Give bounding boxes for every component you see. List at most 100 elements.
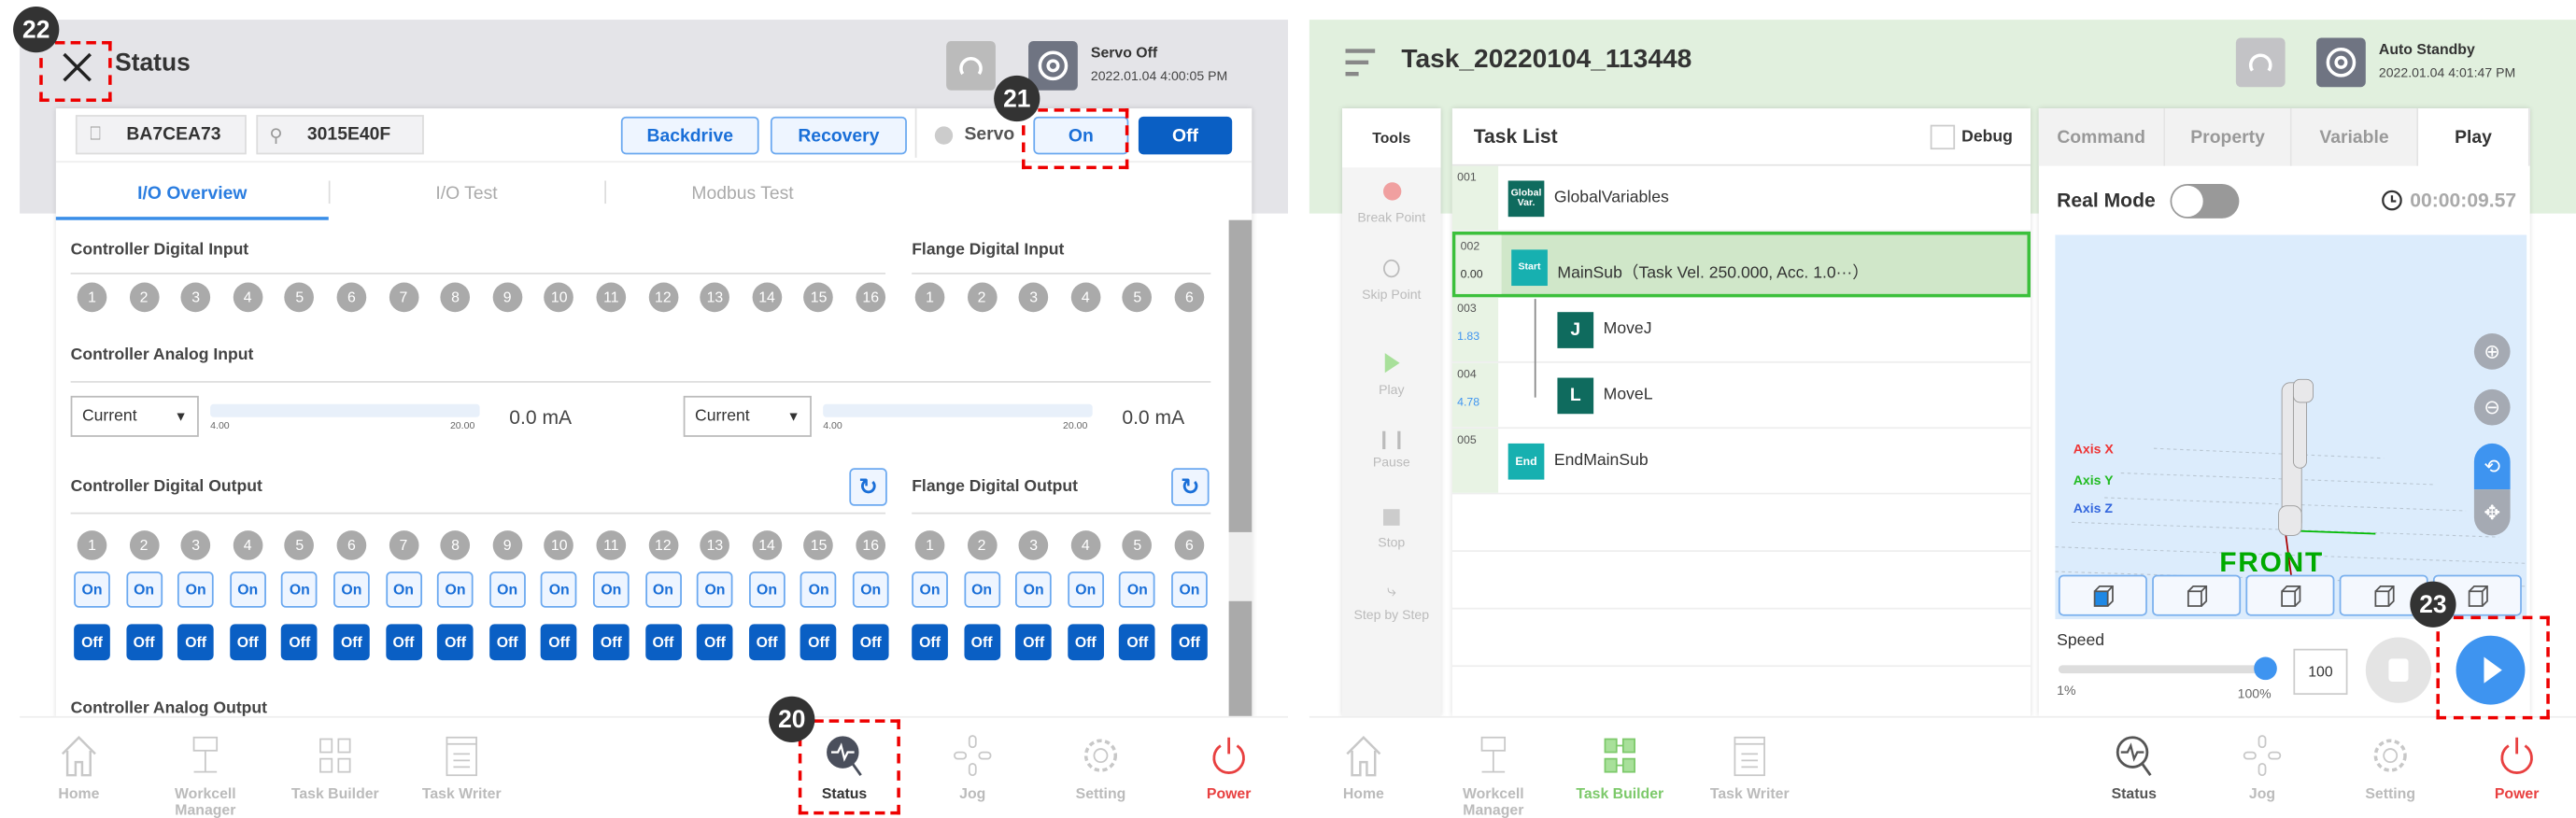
speed-slider-knob[interactable]	[2254, 656, 2277, 681]
refresh-flange-output-button[interactable]: ↻	[1171, 468, 1210, 506]
robot-3d-view[interactable]: Axis X Axis Y Axis Z FRONT ⊕ ⊖ ⟲ ✥	[2055, 234, 2527, 620]
flange-output-on-button[interactable]: On	[1015, 571, 1053, 608]
controller-output-off-button[interactable]: Off	[697, 624, 733, 661]
controller-output-off-button[interactable]: Off	[800, 624, 837, 661]
flange-output-off-button[interactable]: Off	[912, 624, 948, 661]
nav-home[interactable]: Home	[21, 732, 136, 801]
controller-output-on-button[interactable]: On	[177, 571, 214, 608]
controller-output-on-button[interactable]: On	[74, 571, 110, 608]
nav-task-builder[interactable]: Task Builder	[1563, 732, 1677, 801]
nav-setting[interactable]: Setting	[1043, 732, 1158, 801]
zoom-out-button[interactable]: ⊖	[2473, 388, 2511, 426]
flange-output-off-button[interactable]: Off	[963, 624, 1000, 661]
recovery-button[interactable]: Recovery	[770, 116, 907, 155]
flange-output-off-button[interactable]: Off	[1067, 624, 1104, 661]
controller-output-on-button[interactable]: On	[800, 571, 837, 608]
nav-workcell-manager[interactable]: Workcell Manager	[148, 732, 262, 818]
controller-output-on-button[interactable]: On	[488, 571, 526, 608]
hamburger-menu-icon[interactable]	[1344, 46, 1380, 78]
controller-output-off-button[interactable]: Off	[592, 624, 630, 661]
view-cube-button[interactable]	[2058, 574, 2147, 616]
tab-io-overview[interactable]: I/O Overview	[137, 183, 248, 204]
play-button[interactable]	[2456, 635, 2526, 705]
flange-output-on-button[interactable]: On	[963, 571, 1000, 608]
tool-pause[interactable]: ❙❙ Pause	[1342, 429, 1441, 470]
undo-button[interactable]	[946, 40, 996, 91]
backdrive-button[interactable]: Backdrive	[620, 116, 759, 155]
nav-power[interactable]: Power	[1171, 732, 1286, 801]
nav-power[interactable]: Power	[2459, 732, 2574, 801]
servo-button[interactable]	[2316, 37, 2366, 88]
nav-task-builder[interactable]: Task Builder	[277, 732, 392, 801]
pan-mode-button[interactable]: ✥	[2473, 489, 2511, 536]
nav-status[interactable]: Status	[787, 732, 902, 801]
controller-output-off-button[interactable]: Off	[385, 624, 422, 661]
task-row[interactable]: 003 1.83 J MoveJ	[1451, 297, 2031, 363]
tab-command[interactable]: Command	[2038, 108, 2166, 166]
debug-checkbox[interactable]	[1930, 124, 1956, 150]
controller-output-on-button[interactable]: On	[748, 571, 786, 608]
real-mode-toggle[interactable]	[2170, 183, 2240, 219]
undo-button[interactable]	[2235, 37, 2286, 88]
nav-task-writer[interactable]: Task Writer	[1692, 732, 1807, 801]
controller-output-off-button[interactable]: Off	[125, 624, 163, 661]
analog-mode-select[interactable]: Current ▼	[70, 395, 199, 437]
flange-output-on-button[interactable]: On	[912, 571, 948, 608]
flange-output-off-button[interactable]: Off	[1119, 624, 1156, 661]
view-cube-button[interactable]	[2245, 574, 2335, 616]
view-cube-button[interactable]	[2152, 574, 2242, 616]
controller-output-on-button[interactable]: On	[541, 571, 578, 608]
controller-output-on-button[interactable]: On	[697, 571, 733, 608]
tool-breakpoint[interactable]: Break Point	[1342, 182, 1441, 225]
controller-output-on-button[interactable]: On	[385, 571, 422, 608]
controller-output-on-button[interactable]: On	[437, 571, 474, 608]
nav-home[interactable]: Home	[1306, 732, 1421, 801]
nav-jog[interactable]: Jog	[2204, 732, 2319, 801]
flange-output-off-button[interactable]: Off	[1171, 624, 1208, 661]
nav-task-writer[interactable]: Task Writer	[404, 732, 519, 801]
controller-output-on-button[interactable]: On	[333, 571, 370, 608]
controller-output-off-button[interactable]: Off	[541, 624, 578, 661]
controller-output-on-button[interactable]: On	[852, 571, 889, 608]
nav-setting[interactable]: Setting	[2333, 732, 2448, 801]
servo-off-button[interactable]: Off	[1138, 116, 1233, 155]
servo-button[interactable]	[1028, 40, 1078, 91]
controller-output-off-button[interactable]: Off	[177, 624, 214, 661]
close-icon[interactable]	[61, 51, 93, 84]
controller-output-off-button[interactable]: Off	[644, 624, 682, 661]
controller-output-on-button[interactable]: On	[125, 571, 163, 608]
tool-skip-point[interactable]: Skip Point	[1342, 259, 1441, 303]
tool-play[interactable]: Play	[1342, 353, 1441, 398]
speed-input[interactable]: 100	[2293, 648, 2348, 696]
servo-on-button[interactable]: On	[1033, 116, 1129, 155]
controller-output-off-button[interactable]: Off	[74, 624, 110, 661]
tab-io-test[interactable]: I/O Test	[435, 183, 498, 204]
zoom-in-button[interactable]: ⊕	[2473, 333, 2511, 370]
tab-play[interactable]: Play	[2418, 108, 2530, 166]
tool-stop[interactable]: Stop	[1342, 509, 1441, 550]
rotate-mode-button[interactable]: ⟲	[2473, 443, 2511, 490]
nav-workcell-manager[interactable]: Workcell Manager	[1436, 732, 1550, 818]
tab-modbus-test[interactable]: Modbus Test	[691, 183, 794, 204]
task-row-selected[interactable]: 002 0.00 Start MainSub（Task Vel. 250.000, A…	[1451, 232, 2031, 298]
controller-output-off-button[interactable]: Off	[333, 624, 370, 661]
controller-output-off-button[interactable]: Off	[852, 624, 889, 661]
speed-slider[interactable]	[2058, 656, 2277, 681]
flange-output-off-button[interactable]: Off	[1015, 624, 1053, 661]
controller-output-off-button[interactable]: Off	[437, 624, 474, 661]
controller-output-off-button[interactable]: Off	[281, 624, 318, 661]
controller-output-on-button[interactable]: On	[229, 571, 266, 608]
controller-output-on-button[interactable]: On	[644, 571, 682, 608]
controller-output-off-button[interactable]: Off	[748, 624, 786, 661]
controller-output-on-button[interactable]: On	[281, 571, 318, 608]
flange-output-on-button[interactable]: On	[1067, 571, 1104, 608]
stop-button[interactable]	[2365, 637, 2432, 703]
tab-property[interactable]: Property	[2165, 108, 2292, 166]
controller-output-off-button[interactable]: Off	[488, 624, 526, 661]
analog-mode-select[interactable]: Current ▼	[683, 395, 812, 437]
tool-step-by-step[interactable]: ⤷ Step by Step	[1342, 583, 1441, 622]
scrollbar-thumb[interactable]	[1228, 219, 1253, 532]
nav-status[interactable]: Status	[2076, 732, 2191, 801]
nav-jog[interactable]: Jog	[915, 732, 1030, 801]
task-row[interactable]: 001 Global Var. GlobalVariables	[1451, 165, 2031, 233]
